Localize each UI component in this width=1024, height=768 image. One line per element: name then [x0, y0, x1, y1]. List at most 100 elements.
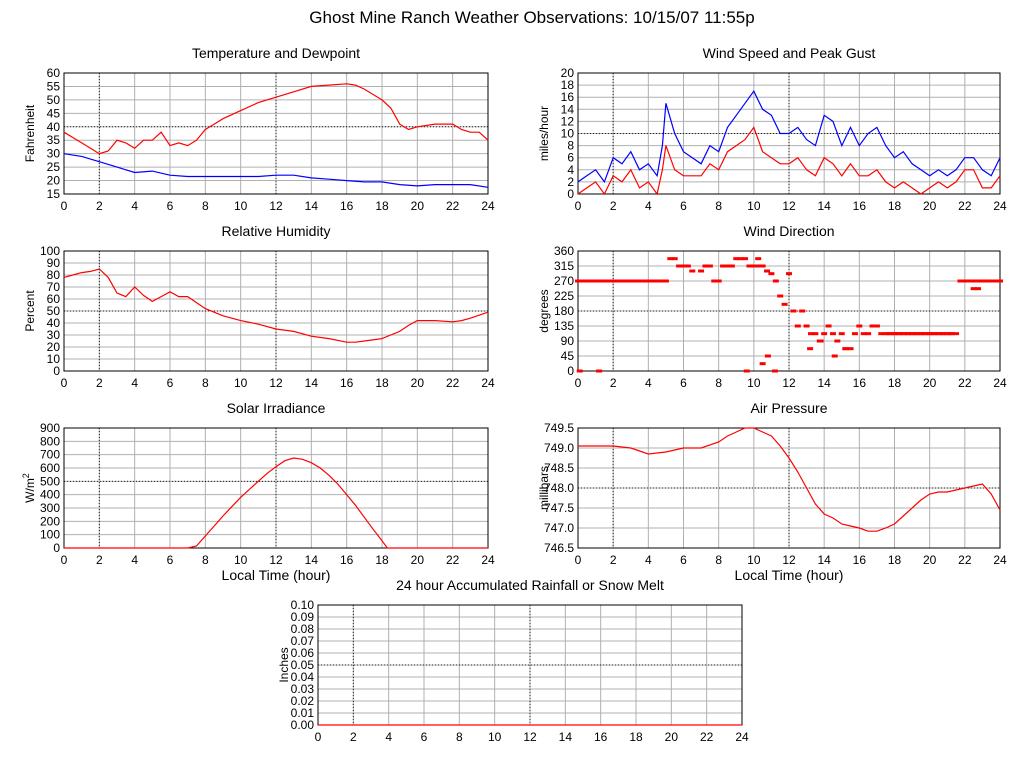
- data-point: [812, 332, 819, 336]
- series-line: [578, 427, 1001, 532]
- y-tick-label: 360: [554, 244, 574, 258]
- x-tick-label: 12: [269, 553, 283, 567]
- data-point: [754, 264, 761, 268]
- x-tick-label: 20: [923, 199, 937, 213]
- data-point: [807, 347, 814, 351]
- wind-chart: Wind Speed and Peak Gust0246810121416182…: [537, 45, 1007, 213]
- x-tick-label: 12: [269, 199, 283, 213]
- x-tick-label: 6: [421, 730, 428, 744]
- data-point: [975, 287, 982, 291]
- data-point: [786, 272, 792, 276]
- x-tick-label: 6: [680, 376, 687, 390]
- data-point: [869, 324, 876, 328]
- x-tick-label: 2: [350, 730, 357, 744]
- x-tick-label: 4: [131, 376, 138, 390]
- y-tick-label: 0.04: [291, 670, 315, 684]
- pressure-chart: Air Pressure 746.5 747.0 747.5 748.0 748.5 749…: [537, 400, 1007, 583]
- x-tick-label: 18: [375, 376, 389, 390]
- data-point: [676, 264, 683, 268]
- y-axis-label-superscript: 2: [21, 473, 31, 478]
- x-tick-label: 14: [305, 376, 319, 390]
- x-tick-label: 4: [645, 376, 652, 390]
- data-point: [764, 354, 771, 358]
- x-tick-label: 0: [61, 199, 68, 213]
- y-tick-label: 6: [567, 151, 574, 165]
- data-point: [838, 332, 845, 336]
- x-tick-label: 18: [375, 199, 389, 213]
- x-tick-label: 8: [715, 376, 722, 390]
- data-point: [742, 257, 749, 261]
- x-tick-label: 16: [340, 376, 354, 390]
- x-tick-label: 24: [993, 199, 1007, 213]
- y-tick-label: 0: [53, 364, 60, 378]
- y-tick-label: 200: [40, 514, 60, 528]
- x-tick-label: 16: [853, 553, 867, 567]
- x-tick-label: 18: [888, 553, 902, 567]
- y-tick-label: 8: [567, 139, 574, 153]
- x-tick-label: 0: [575, 376, 582, 390]
- chart-title: Temperature and Dewpoint: [192, 45, 360, 61]
- y-axis-label: miles/hour: [537, 106, 551, 161]
- x-tick-label: 2: [610, 376, 617, 390]
- x-tick-label: 10: [488, 730, 502, 744]
- data-point: [596, 369, 603, 373]
- y-tick-label: 0: [567, 364, 574, 378]
- y-tick-label: 700: [40, 448, 60, 462]
- chart-title: Solar Irradiance: [227, 400, 326, 416]
- y-tick-label: 0.10: [291, 598, 315, 612]
- y-tick-label: 16: [561, 90, 575, 104]
- y-axis-label: millibars: [537, 466, 551, 510]
- x-tick-label: 24: [481, 376, 495, 390]
- plot-frame: [63, 250, 489, 372]
- plot-frame: [577, 250, 1001, 372]
- data-point: [799, 309, 806, 313]
- x-tick-label: 8: [202, 376, 209, 390]
- plot-frame: [577, 427, 1001, 549]
- y-tick-label: 749.0: [544, 441, 574, 455]
- y-axis-label: Inches: [277, 647, 291, 682]
- x-tick-label: 18: [888, 199, 902, 213]
- x-tick-label: 8: [715, 553, 722, 567]
- data-point: [750, 264, 757, 268]
- series-line: [64, 457, 488, 549]
- y-axis-label: degrees: [537, 289, 551, 332]
- data-point: [834, 339, 841, 343]
- x-tick-label: 20: [411, 553, 425, 567]
- y-tick-label: 0.03: [291, 682, 315, 696]
- y-tick-label: 45: [561, 349, 575, 363]
- plot-frame: [63, 72, 489, 195]
- y-axis-label: Fahrenheit: [23, 104, 37, 162]
- data-point: [755, 257, 762, 261]
- y-tick-label: 25: [47, 160, 61, 174]
- data-point: [790, 309, 797, 313]
- data-point: [794, 324, 801, 328]
- data-point: [728, 264, 735, 268]
- y-tick-label: 40: [47, 316, 61, 330]
- y-tick-label: 50: [47, 304, 61, 318]
- data-point: [759, 362, 766, 366]
- y-tick-label: 800: [40, 434, 60, 448]
- x-tick-label: 4: [385, 730, 392, 744]
- x-tick-label: 8: [715, 199, 722, 213]
- data-point: [851, 332, 858, 336]
- x-tick-label: 0: [575, 199, 582, 213]
- y-tick-label: 747.0: [544, 521, 574, 535]
- series-line: [63, 268, 489, 343]
- y-tick-label: 10: [561, 127, 575, 141]
- data-point: [711, 279, 718, 283]
- x-tick-label: 4: [645, 199, 652, 213]
- y-tick-label: 12: [561, 114, 575, 128]
- x-tick-label: 14: [817, 199, 831, 213]
- data-point: [680, 264, 687, 268]
- y-tick-label: 0: [567, 187, 574, 201]
- data-point: [576, 369, 583, 373]
- y-tick-label: 20: [47, 340, 61, 354]
- y-tick-label: 135: [554, 319, 574, 333]
- x-tick-label: 20: [923, 376, 937, 390]
- data-point: [768, 272, 775, 276]
- y-tick-label: 500: [40, 474, 60, 488]
- y-tick-label: 0.01: [291, 706, 315, 720]
- y-tick-label: 100: [40, 244, 60, 258]
- x-axis-label: Local Time (hour): [735, 567, 844, 583]
